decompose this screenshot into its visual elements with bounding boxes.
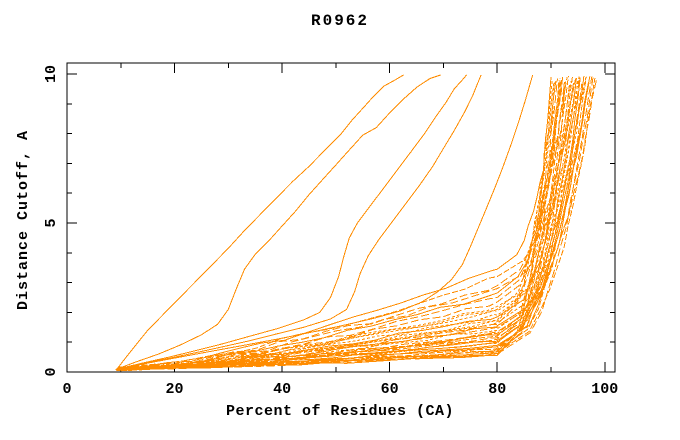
chart-title: R0962: [310, 12, 369, 30]
x-tick-label: 80: [488, 381, 506, 398]
model-outlier-1: [116, 74, 404, 370]
model-curve: [121, 83, 555, 370]
model-curve: [119, 81, 565, 369]
x-tick-label: 100: [591, 381, 618, 398]
model-outlier-3: [117, 74, 467, 370]
model-curve: [126, 80, 578, 370]
x-tick-label: 0: [62, 381, 71, 398]
y-tick-label: 0: [43, 367, 60, 376]
model-curve: [120, 77, 561, 371]
model-curve: [115, 76, 591, 370]
model-curve: [119, 79, 598, 371]
model-curve: [122, 77, 596, 370]
model-curve: [125, 79, 553, 370]
x-tick-label: 20: [166, 381, 184, 398]
model-curve: [123, 81, 577, 372]
model-curve: [127, 83, 583, 371]
model-outlier-2: [116, 74, 441, 370]
model-curve: [128, 83, 570, 370]
model-curve: [119, 76, 564, 368]
plot-border: [66, 62, 616, 373]
model-outlier-4: [117, 74, 482, 370]
x-axis-label: Percent of Residues (CA): [225, 403, 455, 420]
y-tick-label: 10: [43, 65, 60, 83]
model-curve: [117, 76, 568, 370]
model-curve: [117, 77, 577, 372]
x-tick-label: 60: [381, 381, 399, 398]
y-tick-label: 5: [43, 219, 60, 228]
model-curve: [122, 81, 557, 371]
model-curve: [116, 80, 562, 372]
model-curve: [121, 76, 587, 369]
model-curve: [128, 77, 580, 368]
model-outlier-5: [118, 74, 534, 370]
model-curve: [116, 77, 587, 371]
model-curve: [118, 75, 569, 370]
x-tick-label: 40: [273, 381, 291, 398]
